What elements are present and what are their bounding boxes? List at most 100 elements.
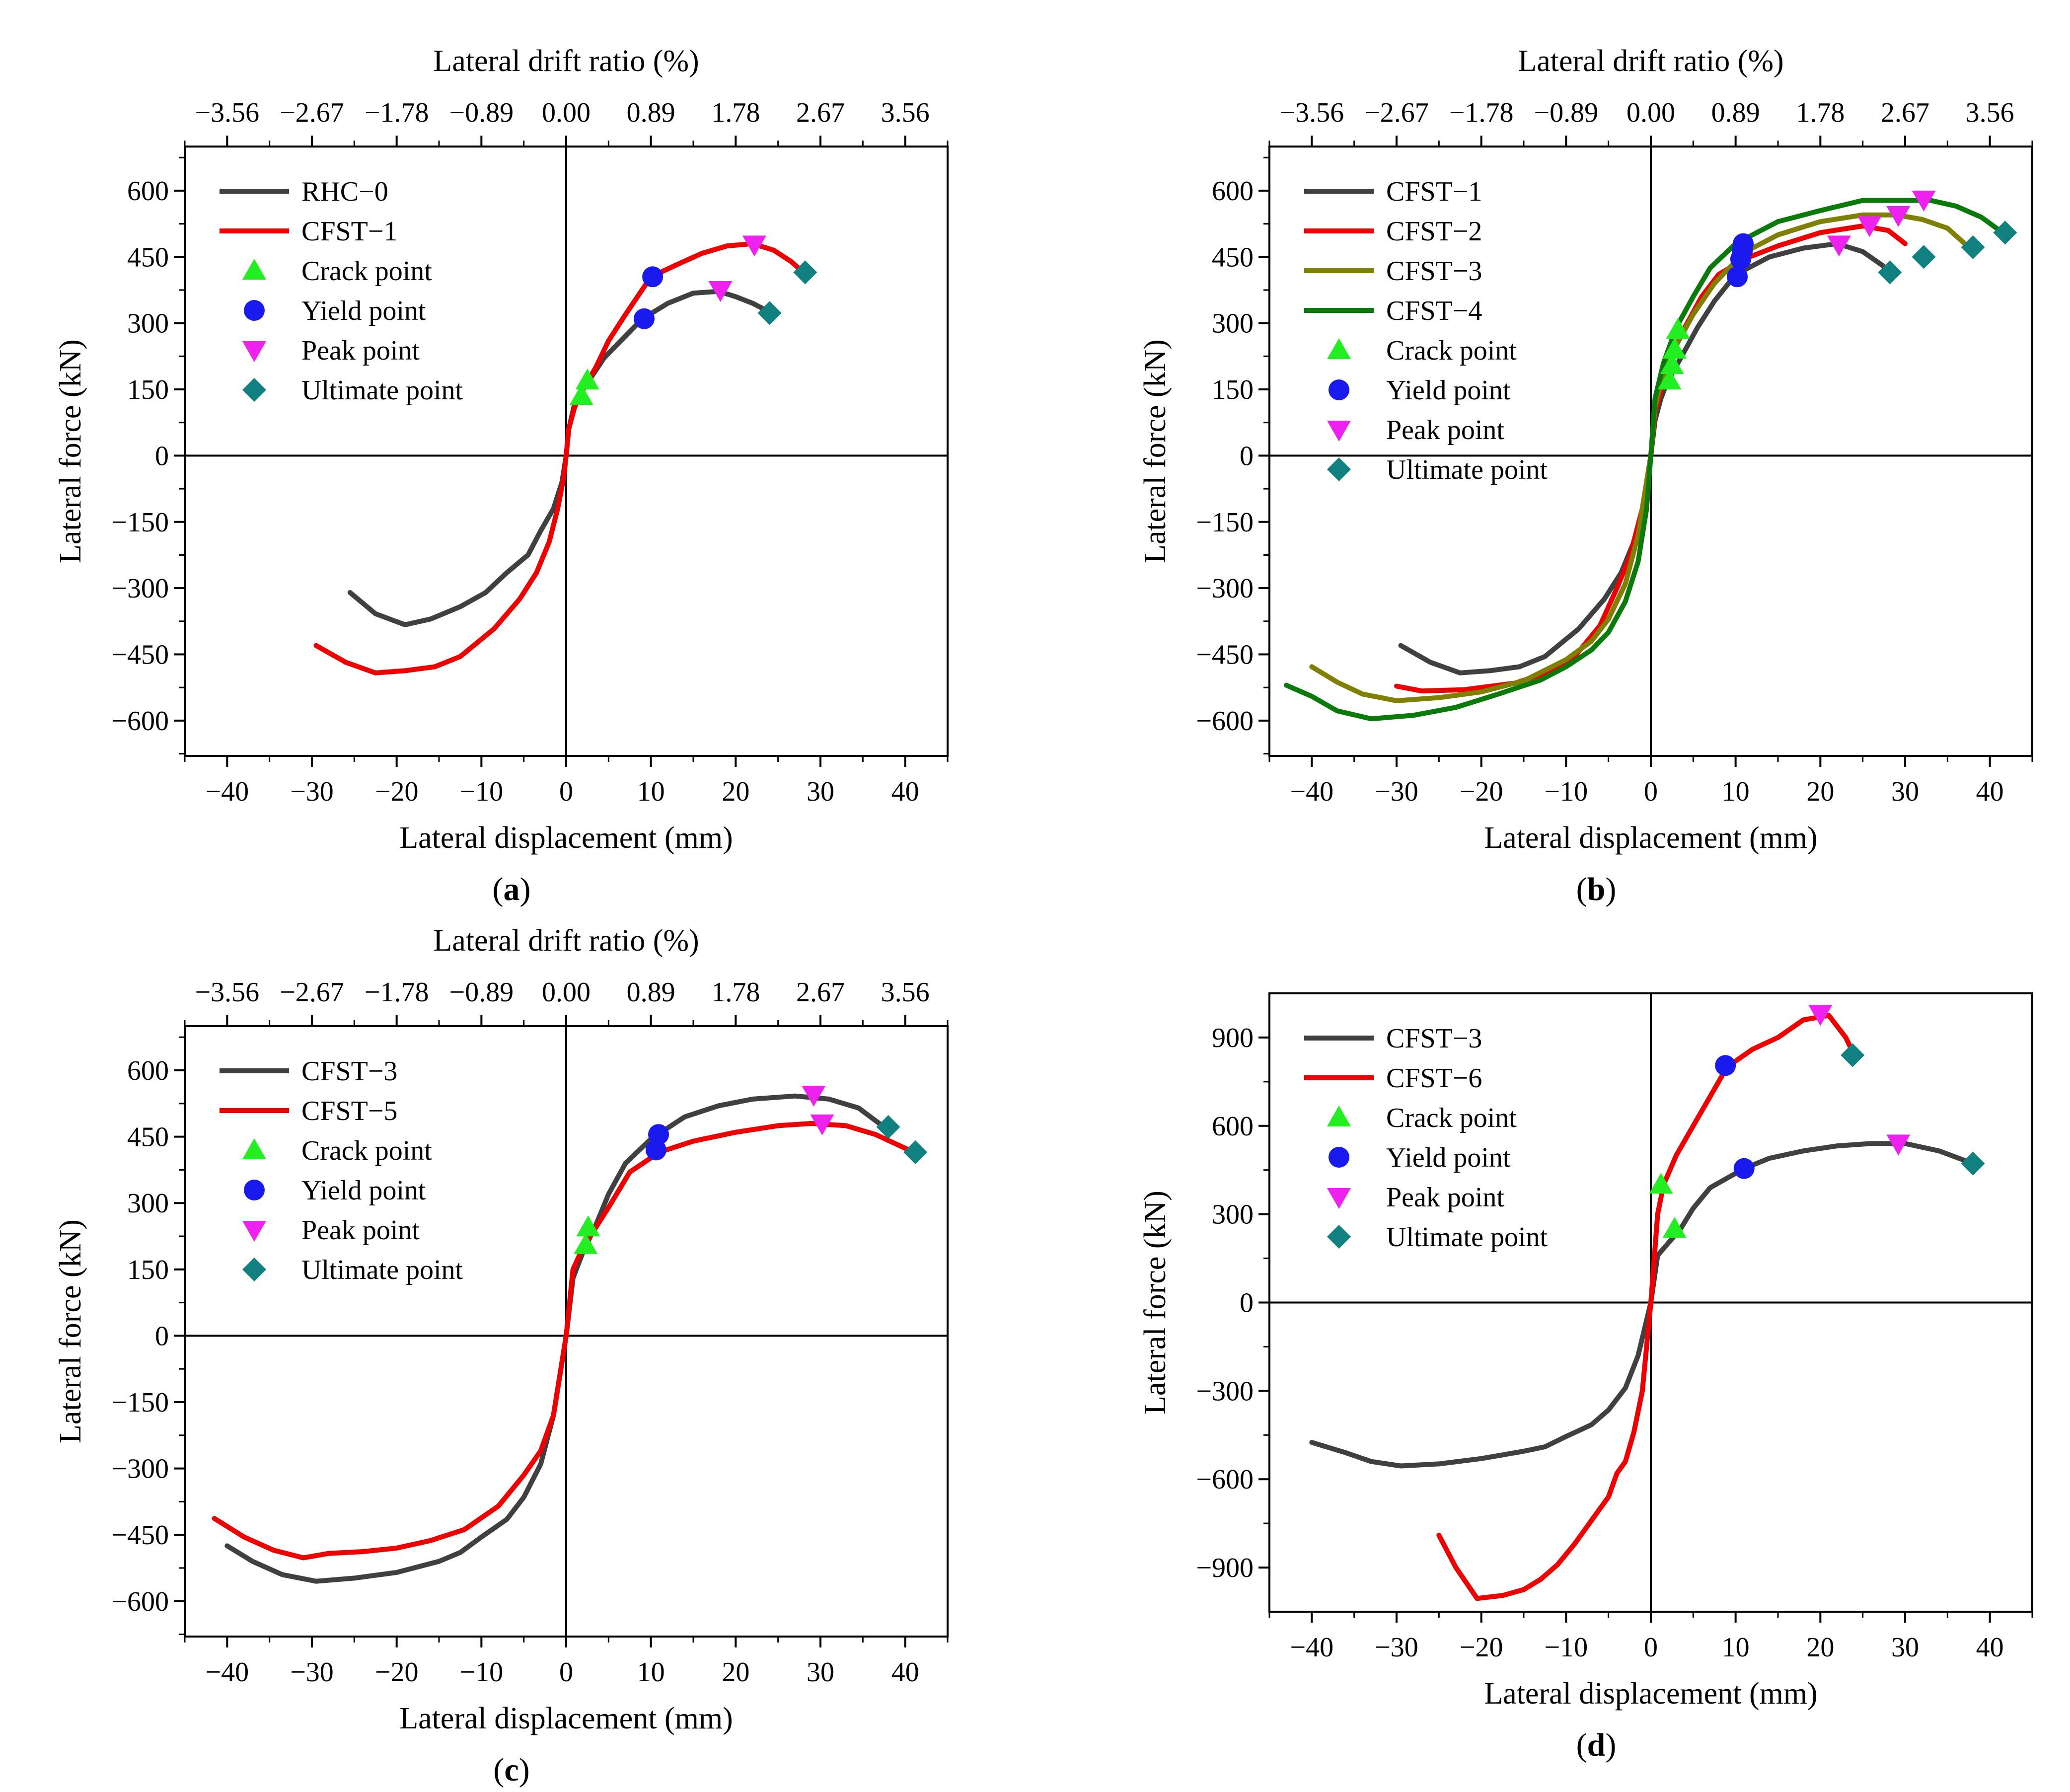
panel-label-letter: b [1587, 871, 1606, 907]
crack-point-marker [569, 384, 593, 405]
x-tick-label: −40 [206, 776, 249, 807]
panel-label: (d) [1576, 1727, 1617, 1763]
y-tick-label: 0 [1240, 441, 1254, 471]
x-tick-label: 0 [559, 1657, 573, 1688]
series-line [1284, 198, 2005, 722]
x-tick-label: −10 [460, 1657, 504, 1688]
ultimate-point-marker [1878, 260, 1902, 285]
x-tick-label: −10 [1545, 776, 1588, 807]
y-axis-title: Lateral force (kN) [1138, 1191, 1172, 1415]
chart-panel-d: −40 −30 −20 −10 0 10 20 30 40 −900 −600 −300 0 300 600… [1138, 992, 2033, 1763]
y-tick-label: 600 [1212, 1111, 1254, 1142]
legend-entry-label: CFST−6 [1386, 1063, 1482, 1094]
peak-point-marker [742, 235, 766, 257]
panel-label-paren: ) [519, 1752, 530, 1788]
legend-crack-swatch [242, 1138, 266, 1159]
x-tick-label: 40 [891, 776, 919, 807]
y-tick-label: 300 [1212, 1199, 1254, 1230]
legend-entry-label: Crack point [1386, 1103, 1517, 1133]
crack-point-marker [1662, 1217, 1687, 1238]
legend-yield-swatch [244, 1180, 265, 1200]
x-tick-label: −40 [206, 1657, 249, 1688]
ultimate-point-marker [1961, 235, 1985, 259]
y-tick-label: 600 [127, 176, 169, 207]
y-tick-label: −300 [1196, 1376, 1254, 1407]
x-tick-label: 40 [1976, 776, 2004, 807]
ultimate-point-marker [1993, 221, 2017, 245]
crack-point-marker [574, 1233, 598, 1254]
panel-label: (c) [493, 1752, 529, 1788]
legend-entry-label: Yield point [301, 296, 426, 326]
top-tick-label: −3.56 [195, 977, 260, 1008]
y-tick-label: 300 [1212, 308, 1254, 339]
legend-entry-label: CFST−3 [1386, 1023, 1482, 1054]
y-tick-label: −900 [1196, 1553, 1254, 1583]
x-tick-label: 30 [807, 1657, 834, 1688]
top-tick-label: 3.56 [881, 97, 930, 128]
legend-yield-swatch [1329, 379, 1349, 400]
y-tick-label: 600 [1212, 176, 1254, 207]
panel-label-paren: ( [493, 871, 504, 907]
top-tick-label: 0.89 [1711, 97, 1760, 128]
top-tick-label: 2.67 [796, 97, 845, 128]
y-tick-label: −450 [111, 640, 169, 671]
ultimate-point-marker [903, 1140, 928, 1164]
series-line [212, 1120, 916, 1561]
x-tick-label: 20 [722, 776, 749, 807]
panel-label-paren: ( [493, 1752, 504, 1788]
top-tick-label: 1.78 [711, 977, 760, 1008]
y-tick-label: 0 [1240, 1288, 1254, 1319]
y-tick-label: 150 [127, 1255, 169, 1285]
top-tick-label: 0.00 [542, 97, 591, 128]
x-tick-label: −20 [1460, 776, 1503, 807]
yield-point-marker [648, 1124, 669, 1145]
y-axis-title: Lateral force (kN) [1138, 339, 1172, 563]
x-tick-label: −30 [1375, 1632, 1418, 1663]
ultimate-point-marker [876, 1115, 900, 1139]
y-tick-label: −300 [1196, 573, 1254, 604]
x-tick-label: 30 [1891, 776, 1919, 807]
top-axis-title: Lateral drift ratio (%) [1518, 44, 1783, 78]
top-tick-label: −0.89 [449, 97, 514, 128]
top-tick-label: 3.56 [881, 977, 930, 1008]
legend-peak-swatch [242, 341, 266, 362]
peak-point-marker [708, 281, 733, 302]
y-tick-label: 150 [127, 374, 169, 405]
x-tick-label: −30 [290, 776, 334, 807]
x-tick-label: 20 [1806, 776, 1834, 807]
x-tick-label: 20 [722, 1657, 749, 1688]
ultimate-point-marker [793, 260, 817, 285]
peak-point-marker [810, 1114, 834, 1135]
top-tick-label: −0.89 [449, 977, 514, 1008]
legend-peak-swatch [1327, 421, 1351, 442]
ultimate-point-marker [757, 301, 782, 325]
y-tick-label: −450 [1196, 640, 1254, 671]
peak-point-marker [802, 1086, 826, 1107]
x-tick-label: 10 [1722, 1632, 1750, 1663]
yield-point-marker [1733, 233, 1754, 254]
panel-label-paren: ) [1605, 1727, 1616, 1763]
x-tick-label: 40 [891, 1657, 919, 1688]
yield-point-marker [1715, 1055, 1736, 1076]
x-tick-label: −10 [1545, 1632, 1588, 1663]
crack-point-marker [1657, 369, 1682, 390]
yield-point-marker [1733, 1158, 1755, 1179]
y-tick-label: 450 [1212, 242, 1254, 273]
top-tick-label: −2.67 [280, 97, 344, 128]
x-tick-label: 40 [1976, 1632, 2004, 1663]
chart-panel-a: −40 −30 −20 −10 0 10 20 30 40 −600 −450 −300 −150 0 15… [54, 44, 949, 907]
y-tick-label: −300 [111, 573, 169, 604]
legend-entry-label: Peak point [1386, 1182, 1504, 1213]
top-tick-label: 1.78 [1796, 97, 1845, 128]
legend-entry-label: Peak point [301, 1215, 420, 1246]
ultimate-point-marker [1912, 245, 1936, 269]
legend-entry-label: CFST−3 [1386, 256, 1482, 287]
top-tick-label: −3.56 [195, 97, 260, 128]
yield-point-marker [642, 266, 664, 288]
legend-entry-label: Crack point [1386, 335, 1517, 366]
top-tick-label: −1.78 [365, 97, 429, 128]
y-tick-label: 450 [127, 1122, 169, 1153]
y-tick-label: −300 [111, 1454, 169, 1485]
